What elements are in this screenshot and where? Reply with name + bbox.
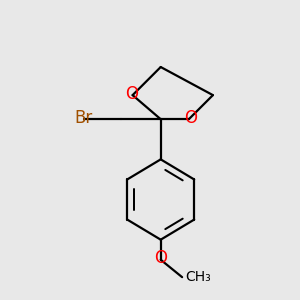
- Text: O: O: [184, 109, 197, 127]
- Text: O: O: [125, 85, 138, 103]
- Text: Br: Br: [74, 109, 92, 127]
- Text: CH₃: CH₃: [185, 270, 211, 284]
- Text: O: O: [154, 249, 167, 267]
